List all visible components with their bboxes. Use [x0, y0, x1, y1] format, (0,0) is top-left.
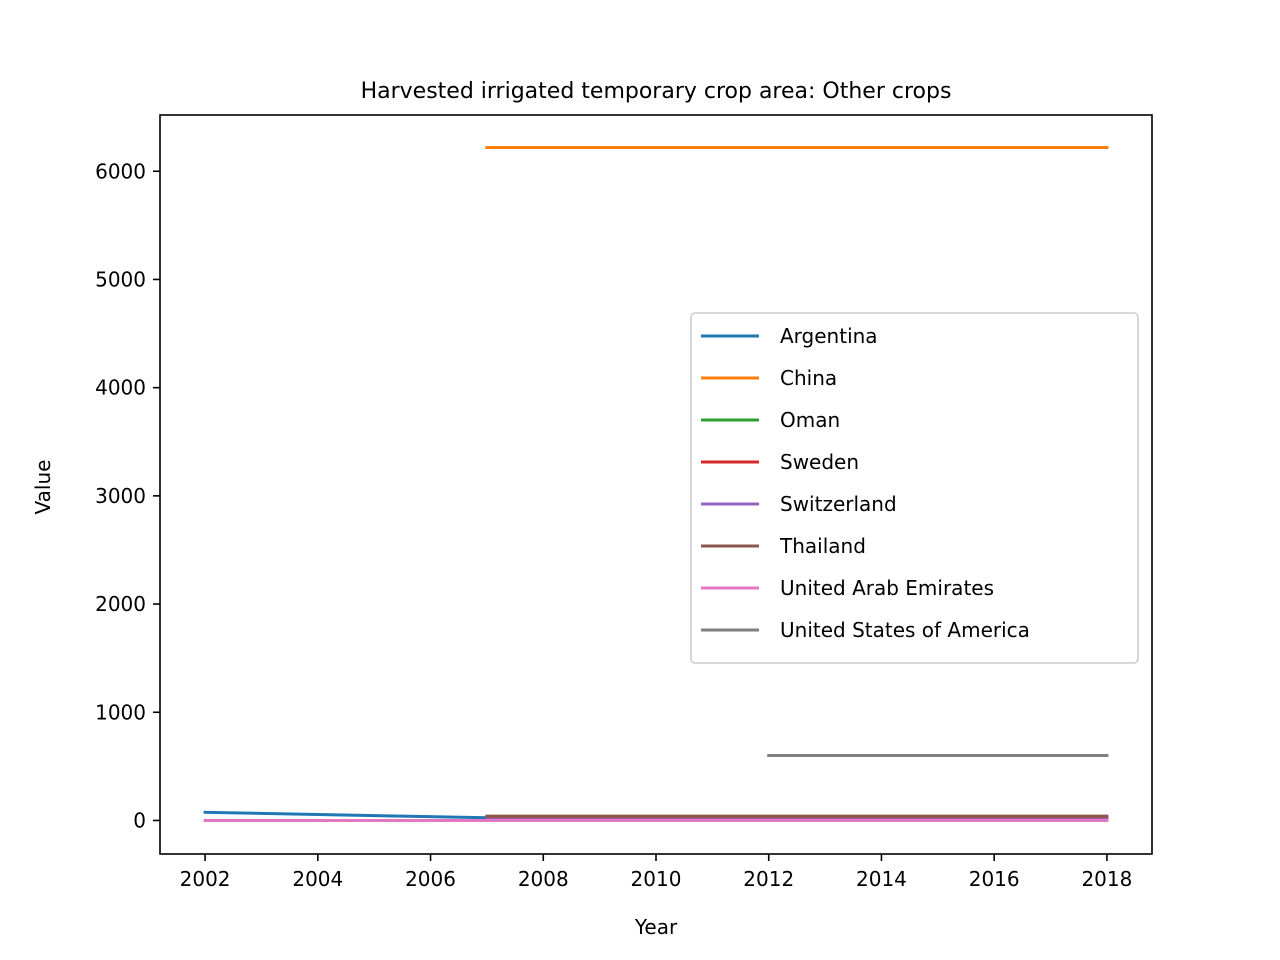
y-axis-label: Value — [31, 460, 55, 515]
y-tick-label-4: 4000 — [95, 376, 146, 400]
x-tick-label-3: 2008 — [518, 867, 569, 891]
x-tick-label-8: 2018 — [1081, 867, 1132, 891]
y-tick-label-1: 1000 — [95, 700, 146, 724]
chart-title: Harvested irrigated temporary crop area:… — [361, 79, 952, 104]
x-tick-label-4: 2010 — [631, 867, 682, 891]
y-tick-label-6: 6000 — [95, 159, 146, 183]
legend-label-3: Sweden — [780, 450, 859, 474]
x-tick-label-0: 2002 — [180, 867, 231, 891]
legend-label-4: Switzerland — [780, 492, 897, 516]
legend: Argentina China Oman Sweden Switzerland Thail… — [690, 312, 1139, 664]
legend-label-7: United States of America — [780, 618, 1030, 642]
series-layer — [203, 145, 1109, 822]
series-line-0 — [203, 810, 489, 820]
x-tick-label-6: 2014 — [856, 867, 907, 891]
y-tick-label-0: 0 — [133, 808, 146, 832]
x-axis-label: Year — [634, 915, 678, 939]
legend-label-1: China — [780, 366, 837, 390]
x-tick-label-5: 2012 — [743, 867, 794, 891]
y-axis: 0 1000 2000 3000 4000 5000 6000 — [95, 159, 160, 832]
legend-box — [690, 312, 1139, 664]
x-tick-label-1: 2004 — [292, 867, 343, 891]
y-tick-label-3: 3000 — [95, 484, 146, 508]
legend-label-0: Argentina — [780, 324, 878, 348]
x-tick-label-2: 2006 — [405, 867, 456, 891]
legend-label-6: United Arab Emirates — [780, 576, 994, 600]
x-axis: 2002 2004 2006 2008 2010 2012 2014 2016 2018 — [180, 854, 1132, 891]
legend-label-5: Thailand — [779, 534, 866, 558]
x-tick-label-7: 2016 — [969, 867, 1020, 891]
y-tick-label-5: 5000 — [95, 267, 146, 291]
legend-label-2: Oman — [780, 408, 840, 432]
y-tick-label-2: 2000 — [95, 592, 146, 616]
